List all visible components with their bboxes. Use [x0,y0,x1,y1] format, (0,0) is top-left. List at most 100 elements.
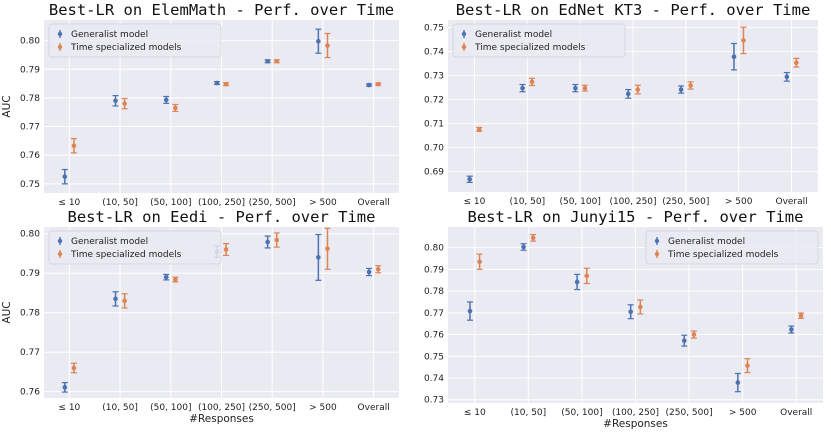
legend-box [48,23,222,58]
y-tick-label: 0.77 [20,348,40,358]
data-point [574,279,580,285]
y-tick-label: 0.75 [424,352,444,362]
data-point [731,54,737,60]
x-tick-label: (10, 50] [102,198,138,208]
y-tick-label: 0.74 [424,374,444,384]
data-point [530,235,536,241]
data-point [584,273,590,279]
data-point [274,58,280,64]
y-tick-label: 0.76 [20,151,40,161]
data-point [325,43,330,48]
data-point [678,87,684,92]
series-1 [61,28,373,185]
data-point [741,38,746,43]
x-axis-label: #Responses [603,418,668,430]
y-tick-label: 0.75 [424,24,444,34]
series-2 [70,227,382,374]
x-tick-label: (50, 100] [150,198,191,208]
x-tick-label: (100, 250] [198,198,245,208]
legend-entry: Time specialized models [667,250,779,260]
y-tick-label: 0.80 [20,230,40,240]
legend-entry: Generalist model [475,30,552,40]
legend-entry: Time specialized models [474,43,586,53]
data-point [375,81,381,87]
y-tick-label: 0.71 [424,120,444,130]
x-tick-label: ≤ 10 [463,197,485,207]
x-tick-label: Overall [358,198,390,208]
data-point [163,97,169,103]
x-tick-label: (50, 100] [559,197,600,207]
data-point [467,308,473,314]
data-point [325,246,330,252]
x-tick-label: Overall [358,403,390,413]
x-tick-label: > 500 [309,198,337,208]
chart-panel-1: 0.75 0.76 0.77 0.78 0.79 0.80 ≤ 10 (10, 50] (50,… [1,1,399,208]
chart-title: Best-LR on Eedi - Perf. over Time [68,208,376,226]
x-tick-label: (250, 500] [662,197,709,207]
data-point [784,74,790,80]
legend-entry: Time specialized models [70,43,182,53]
y-tick-label: 0.72 [424,96,444,106]
series-2 [476,234,805,374]
data-point [477,259,482,265]
data-point [521,244,526,250]
x-tick-label: Overall [775,197,807,207]
data-point [688,83,693,88]
x-axis-label: #Responses [189,413,254,425]
x-tick-label: ≤ 10 [58,403,80,413]
data-point [62,174,68,179]
x-tick-label: (10, 50] [509,197,545,207]
x-tick-label: (100, 250] [609,197,656,207]
y-tick-label: 0.69 [424,168,444,178]
data-point [638,304,643,310]
legend: Generalist model Time specialized models [452,23,626,58]
data-point [635,87,641,92]
data-point [113,296,118,302]
chart-panel-4: 0.73 0.74 0.75 0.76 0.77 0.78 0.79 0.80 ≤ 10 (10,… [424,208,823,430]
legend-entry: Generalist model [668,237,745,247]
data-point [173,105,178,111]
legend-marker [57,238,63,244]
y-tick-label: 0.79 [20,269,40,279]
data-point [520,85,525,91]
legend: Generalist model Time specialized models [645,230,819,265]
y-tick-label: 0.70 [424,144,444,154]
chart-title: Best-LR on ElemMath - Perf. over Time [49,1,394,19]
chart-title: Best-LR on Junyi15 - Perf. over Time [468,208,804,226]
series-2 [70,32,382,154]
y-tick-label: 0.79 [20,65,40,75]
x-tick-label: (100, 250] [198,403,245,413]
x-tick-label: > 500 [729,408,757,418]
data-point [223,81,229,87]
data-point [476,127,482,132]
data-point [113,98,118,104]
y-tick-label: 0.73 [424,396,444,406]
legend-entry: Generalist model [71,30,148,40]
x-tick-label: > 500 [309,403,337,413]
data-point [274,237,280,243]
legend-marker [57,31,63,37]
data-point [173,277,178,282]
x-tick-label: > 500 [725,197,753,207]
data-point [789,327,794,332]
x-tick-label: (50, 100] [150,403,191,413]
y-tick-label: 0.78 [20,309,40,319]
data-point [625,91,631,97]
legend-entry: Time specialized models [70,250,182,260]
y-tick-label: 0.73 [424,72,444,82]
legend-marker [57,251,63,257]
y-tick-label: 0.76 [20,388,40,398]
legend-box [645,230,819,265]
data-point [798,313,804,318]
y-tick-label: 0.77 [20,123,40,133]
legend-marker [57,44,63,50]
data-point [71,365,77,371]
legend-box [452,23,626,58]
y-tick-label: 0.80 [424,244,444,254]
legend-marker [461,31,467,37]
data-point [223,247,229,252]
legend-marker [654,238,660,244]
x-tick-label: (250, 500] [249,198,296,208]
series-1 [466,42,790,184]
